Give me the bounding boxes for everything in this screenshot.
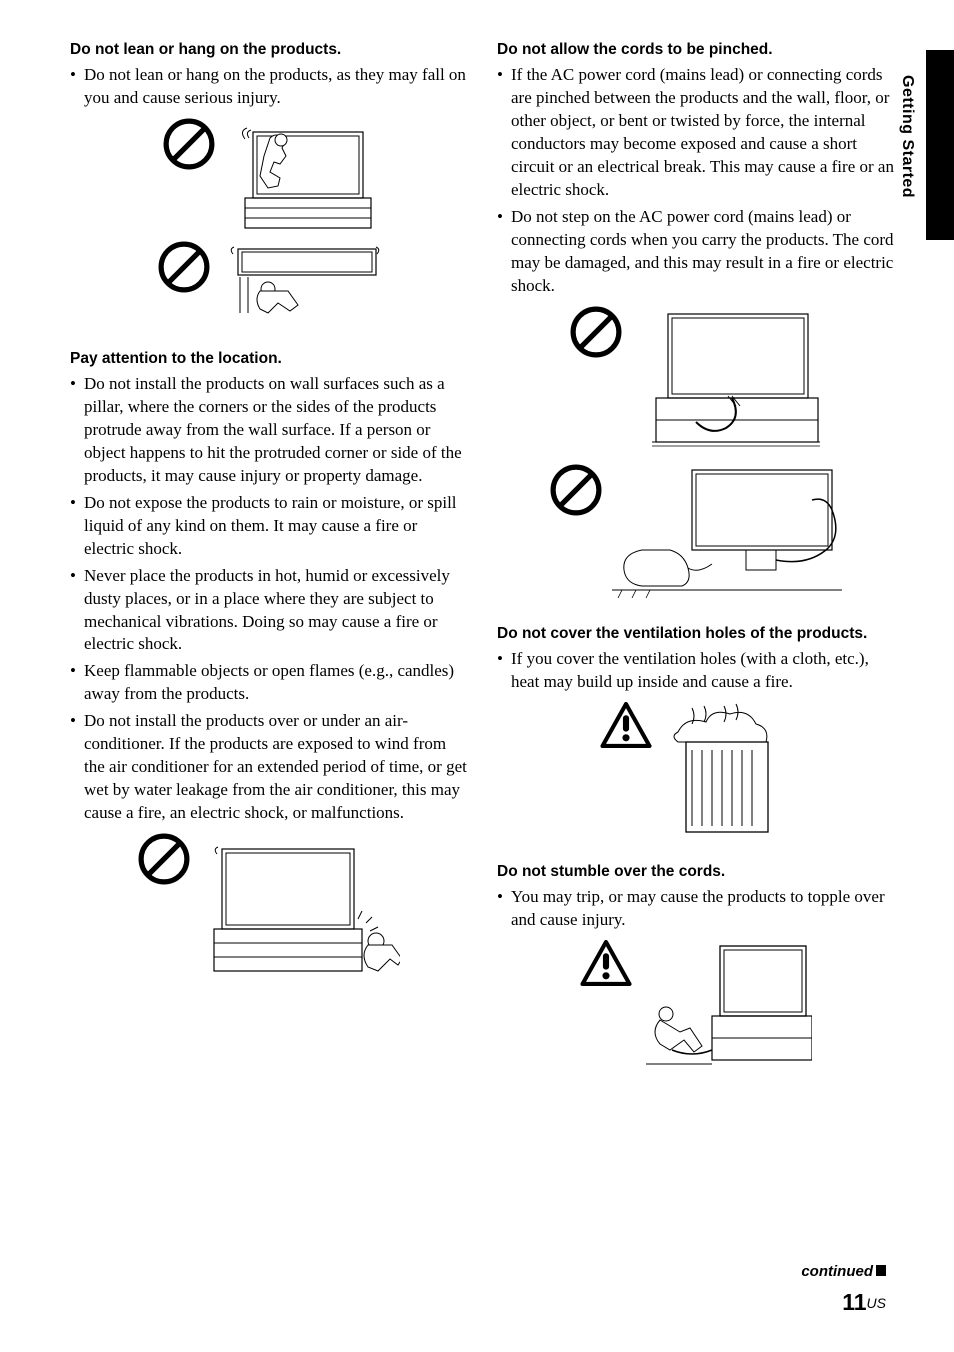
warning-icon <box>580 940 632 986</box>
warning-icon <box>600 702 652 748</box>
list-lean-hang: Do not lean or hang on the products, as … <box>70 64 467 110</box>
illustration <box>225 118 375 233</box>
figure-ventilation <box>497 702 894 842</box>
heading-location: Pay attention to the location. <box>70 349 467 369</box>
illustration <box>632 306 822 456</box>
page-number: 11US <box>801 1287 886 1318</box>
list-location: Do not install the products on wall surf… <box>70 373 467 825</box>
list-item: Keep flammable objects or open flames (e… <box>70 660 467 706</box>
figure-lean-2 <box>70 241 467 321</box>
list-item: You may trip, or may cause the products … <box>497 886 894 932</box>
list-item: Do not install the products on wall surf… <box>70 373 467 488</box>
side-tab-marker <box>926 50 954 240</box>
list-ventilation: If you cover the ventilation holes (with… <box>497 648 894 694</box>
heading-lean-hang: Do not lean or hang on the products. <box>70 40 467 60</box>
page-number-value: 11 <box>842 1289 866 1315</box>
figure-lean-1 <box>70 118 467 233</box>
list-item: Do not step on the AC power cord (mains … <box>497 206 894 298</box>
list-cords-pinched: If the AC power cord (mains lead) or con… <box>497 64 894 297</box>
figure-stumble <box>497 940 894 1080</box>
heading-stumble: Do not stumble over the cords. <box>497 862 894 882</box>
prohibit-icon <box>158 241 210 293</box>
figure-pinched-1 <box>497 306 894 456</box>
figure-pinched-2 <box>497 464 894 604</box>
right-column: Do not allow the cords to be pinched. If… <box>497 40 894 1088</box>
list-item: If the AC power cord (mains lead) or con… <box>497 64 894 202</box>
list-stumble: You may trip, or may cause the products … <box>497 886 894 932</box>
heading-ventilation: Do not cover the ventilation holes of th… <box>497 624 894 644</box>
figure-location <box>70 833 467 983</box>
list-item: Do not expose the products to rain or mo… <box>70 492 467 561</box>
heading-cords-pinched: Do not allow the cords to be pinched. <box>497 40 894 60</box>
prohibit-icon <box>570 306 622 358</box>
list-item: Never place the products in hot, humid o… <box>70 565 467 657</box>
continued-label: continued <box>801 1263 873 1280</box>
page-footer: continued 11US <box>801 1260 886 1318</box>
continued-bar-icon <box>876 1265 886 1276</box>
left-column: Do not lean or hang on the products. Do … <box>70 40 467 1088</box>
list-item: Do not lean or hang on the products, as … <box>70 64 467 110</box>
prohibit-icon <box>163 118 215 170</box>
illustration <box>662 702 792 842</box>
list-item: If you cover the ventilation holes (with… <box>497 648 894 694</box>
illustration <box>200 833 400 983</box>
content-columns: Do not lean or hang on the products. Do … <box>70 40 894 1088</box>
illustration <box>642 940 812 1080</box>
prohibit-icon <box>138 833 190 885</box>
illustration <box>612 464 842 604</box>
page-number-suffix: US <box>867 1295 886 1311</box>
illustration <box>220 241 380 321</box>
prohibit-icon <box>550 464 602 516</box>
list-item: Do not install the products over or unde… <box>70 710 467 825</box>
side-tab-label: Getting Started <box>896 75 918 198</box>
